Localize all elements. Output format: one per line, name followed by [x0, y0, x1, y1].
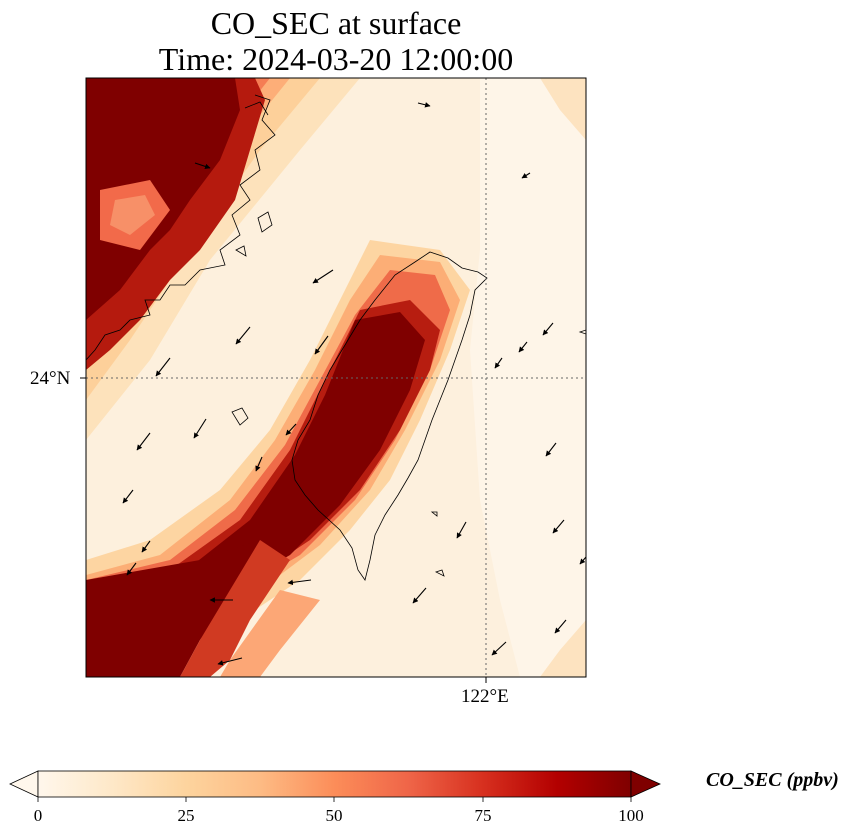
wind-arrow: [417, 102, 431, 108]
wind-arrow: [287, 579, 312, 586]
colorbar-gradient: [37, 770, 632, 798]
map-panel: [80, 77, 587, 683]
colorbar-tick-100: 100: [618, 806, 644, 825]
wind-arrow: [312, 269, 334, 284]
wind-arrow: [217, 657, 243, 666]
title-line-1: CO_SEC at surface: [210, 5, 462, 41]
wind-arrow: [456, 521, 467, 539]
wind-arrow: [491, 641, 507, 656]
colorbar-tick-25: 25: [177, 806, 195, 825]
longitude-tick-label: 122°E: [461, 686, 509, 707]
wind-arrow: [155, 357, 171, 377]
wind-arrow: [193, 418, 207, 439]
gridlines: [86, 78, 586, 677]
colorbar-tick-75: 75: [474, 806, 492, 825]
wind-arrow: [579, 556, 587, 565]
wind-arrow: [521, 172, 531, 179]
colorbar-label: CO_SEC (ppbv): [706, 769, 839, 791]
colorbar-extend-high: [630, 770, 661, 798]
wind-arrow: [255, 456, 263, 472]
wind-arrow: [122, 489, 134, 504]
latitude-tick-label: 24°N: [30, 368, 71, 389]
colorbar-extend-low: [9, 770, 39, 798]
title-line-2: Time: 2024-03-20 12:00:00: [158, 41, 514, 77]
wind-arrow: [412, 587, 427, 604]
wind-arrow: [552, 519, 565, 534]
wind-arrow: [542, 322, 554, 336]
wind-arrow: [194, 162, 211, 170]
wind-arrow: [554, 619, 567, 634]
wind-arrow: [545, 442, 557, 457]
wind-arrow: [126, 562, 137, 576]
wind-arrow: [235, 326, 251, 345]
colorbar-tick-marks: [37, 797, 632, 802]
wind-vectors: [122, 102, 587, 666]
wind-arrow: [285, 423, 297, 436]
wind-arrow: [518, 341, 528, 353]
coastline: [86, 94, 586, 581]
wind-arrow: [141, 540, 151, 553]
colorbar: [9, 770, 661, 802]
wind-arrow: [314, 335, 329, 355]
wind-arrow: [494, 357, 503, 369]
wind-arrow: [136, 432, 151, 451]
colorbar-tick-0: 0: [33, 806, 43, 825]
colorbar-tick-50: 50: [325, 806, 343, 825]
